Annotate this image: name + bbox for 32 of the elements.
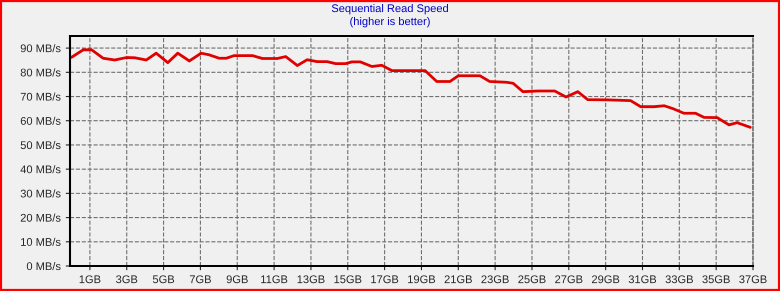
- x-tick-label: 11GB: [261, 275, 288, 284]
- x-tick-label: 27GB: [555, 275, 582, 284]
- x-tick-label: 25GB: [518, 275, 546, 284]
- x-tick-label: 29GB: [592, 275, 620, 284]
- y-tick-label: 10 MB/s: [21, 238, 61, 246]
- y-tick-label: 20 MB/s: [20, 214, 61, 222]
- x-tick-label: 21GB: [444, 275, 472, 284]
- x-tick-label: 7GB: [190, 275, 211, 284]
- y-tick-label: 0 MB/s: [26, 262, 61, 270]
- chart-title: Sequential Read Speed: [332, 4, 448, 14]
- x-tick-label: 3GB: [116, 275, 138, 284]
- x-tick-label: 9GB: [226, 275, 248, 284]
- y-tick-label: 70 MB/s: [20, 92, 61, 101]
- y-tick-label: 50 MB/s: [20, 140, 61, 150]
- x-tick-label: 1GB: [80, 275, 100, 284]
- x-tick-label: 15GB: [334, 275, 362, 284]
- y-tick-label: 90 MB/s: [20, 44, 61, 52]
- chart-subtitle: (higher is better): [350, 17, 430, 28]
- y-tick-label: 40 MB/s: [20, 165, 61, 174]
- x-tick-label: 37GB: [739, 275, 767, 284]
- x-tick-label: 35GB: [702, 275, 730, 284]
- x-tick-label: 33GB: [666, 275, 693, 284]
- y-tick-label: 80 MB/s: [20, 68, 61, 76]
- line-series: [70, 48, 752, 129]
- x-tick-label: 23GB: [481, 275, 509, 284]
- x-tick-label: 5GB: [152, 275, 174, 284]
- x-tick-label: 19GB: [408, 275, 436, 284]
- x-tick-label: 17GB: [371, 275, 398, 284]
- y-tick-label: 60 MB/s: [20, 116, 61, 125]
- y-tick-label: 30 MB/s: [20, 189, 61, 198]
- x-tick-label: 31GB: [628, 275, 656, 284]
- x-tick-label: 13GB: [298, 275, 325, 284]
